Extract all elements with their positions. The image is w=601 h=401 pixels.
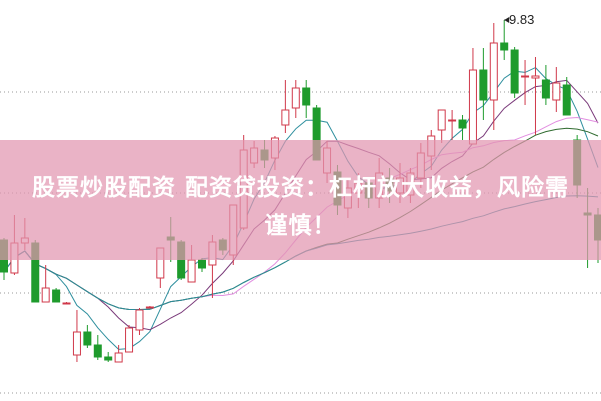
candle-up (114, 352, 123, 363)
ma5-line (3, 66, 599, 350)
candle-up (62, 302, 71, 305)
candle-down (198, 259, 206, 269)
candle-down (541, 79, 550, 99)
candle-up (145, 306, 154, 309)
candle-up (521, 75, 530, 78)
candle-up (531, 75, 540, 79)
candle-up (187, 259, 196, 283)
candle-down (562, 84, 571, 116)
banner-text-line1: 股票炒股配资 配资贷投资：杠杆放大收益，风险需 (31, 175, 569, 201)
candle-up (437, 109, 446, 131)
candle-down (93, 344, 102, 358)
candle-up (468, 69, 477, 145)
candle-up (489, 42, 498, 101)
high-marker-arrow-icon (504, 17, 510, 23)
overlay-banner: 股票炒股配资 配资贷投资：杠杆放大收益，风险需 谨慎！ (0, 140, 601, 260)
candle-up (291, 87, 300, 109)
candle-down (510, 49, 519, 94)
candle-up (135, 309, 144, 331)
candle-up (552, 82, 561, 101)
candle-up (281, 109, 290, 126)
candle-down (479, 69, 488, 101)
banner-text-line2: 谨慎！ (264, 213, 337, 239)
candle-down (458, 119, 467, 129)
candle-up (448, 119, 457, 122)
candle-down (52, 289, 61, 303)
candle-up (41, 287, 50, 303)
candle-down (302, 87, 311, 106)
candle-down (500, 42, 509, 51)
candle-up (72, 331, 81, 356)
candle-up (125, 327, 134, 353)
candle-down (104, 356, 113, 361)
high-price-label: 9.83 (509, 12, 535, 27)
candle-down (83, 331, 92, 346)
